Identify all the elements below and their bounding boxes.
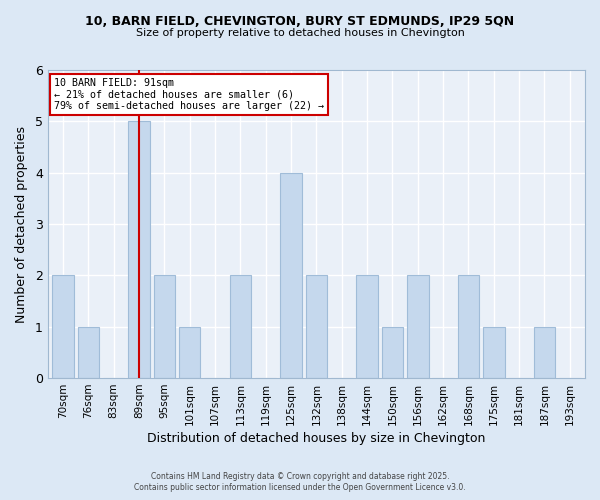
Text: Contains HM Land Registry data © Crown copyright and database right 2025.: Contains HM Land Registry data © Crown c… <box>151 472 449 481</box>
Bar <box>230 276 251 378</box>
Bar <box>382 326 403 378</box>
Bar <box>458 276 479 378</box>
Bar <box>179 326 200 378</box>
Y-axis label: Number of detached properties: Number of detached properties <box>15 126 28 322</box>
Text: 10, BARN FIELD, CHEVINGTON, BURY ST EDMUNDS, IP29 5QN: 10, BARN FIELD, CHEVINGTON, BURY ST EDMU… <box>85 15 515 28</box>
Bar <box>154 276 175 378</box>
X-axis label: Distribution of detached houses by size in Chevington: Distribution of detached houses by size … <box>147 432 485 445</box>
Text: 10 BARN FIELD: 91sqm
← 21% of detached houses are smaller (6)
79% of semi-detach: 10 BARN FIELD: 91sqm ← 21% of detached h… <box>54 78 324 111</box>
Bar <box>77 326 99 378</box>
Bar <box>356 276 378 378</box>
Bar <box>280 172 302 378</box>
Bar <box>483 326 505 378</box>
Text: Size of property relative to detached houses in Chevington: Size of property relative to detached ho… <box>136 28 464 38</box>
Bar <box>533 326 555 378</box>
Bar <box>407 276 428 378</box>
Text: Contains public sector information licensed under the Open Government Licence v3: Contains public sector information licen… <box>134 484 466 492</box>
Bar <box>128 122 150 378</box>
Bar <box>305 276 327 378</box>
Bar <box>52 276 74 378</box>
